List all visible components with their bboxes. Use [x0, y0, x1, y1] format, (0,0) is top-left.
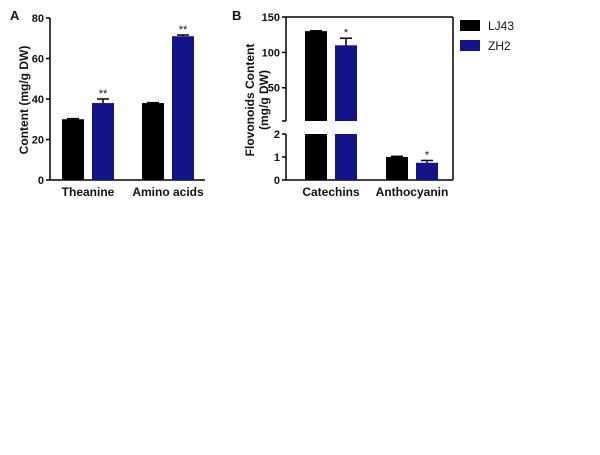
y-axis-label-b: Flovonoids Content [243, 44, 257, 157]
bar-zh2 [92, 103, 114, 180]
y-tick-label: 20 [32, 135, 44, 147]
y-tick-label: 50 [268, 83, 280, 95]
y-tick-label: 100 [262, 47, 280, 59]
panel-label-b: B [232, 8, 241, 23]
bar-zh2 [172, 36, 194, 180]
bar-lj43 [142, 103, 164, 180]
chart-b: 0 1 2 50 100 150 Catechins Anthocyanin * * [262, 12, 454, 199]
chart-a: 0 20 40 60 80 Theanine Amino acids ** ** [32, 13, 205, 199]
y-tick-label: 0 [38, 175, 44, 187]
legend: LJ43 ZH2 [460, 19, 514, 53]
legend-swatch-lj43 [460, 20, 480, 31]
significance-marker: * [344, 27, 349, 39]
y-tick-label: 0 [274, 175, 280, 187]
bar-lj43-upper [305, 31, 327, 122]
y-tick-label: 2 [274, 129, 280, 141]
bar-lj43 [62, 119, 84, 180]
bar-lj43 [386, 157, 408, 180]
y-tick-label: 150 [262, 12, 280, 24]
bar-lj43-lower [305, 134, 327, 180]
y-axis-label-a: Content (mg/g DW) [17, 46, 31, 155]
legend-label-lj43: LJ43 [488, 19, 514, 33]
legend-label-zh2: ZH2 [488, 39, 511, 53]
x-tick-label: Theanine [62, 185, 115, 199]
bar-zh2-lower [335, 134, 357, 180]
bar-zh2-upper [335, 45, 357, 122]
y-tick-label: 80 [32, 13, 44, 25]
x-tick-label: Anthocyanin [376, 185, 449, 199]
legend-swatch-zh2 [460, 40, 480, 51]
y-tick-label: 40 [32, 94, 44, 106]
y-tick-label: 1 [274, 152, 280, 164]
y-axis-label-b-unit: (mg/g DW) [257, 70, 271, 130]
y-tick-label: 60 [32, 54, 44, 66]
significance-marker: * [425, 149, 430, 161]
x-tick-label: Catechins [302, 185, 360, 199]
bar-zh2 [416, 162, 438, 180]
significance-marker: ** [99, 88, 108, 100]
panel-label-a: A [10, 8, 20, 23]
x-tick-label: Amino acids [132, 185, 204, 199]
significance-marker: ** [179, 24, 188, 36]
